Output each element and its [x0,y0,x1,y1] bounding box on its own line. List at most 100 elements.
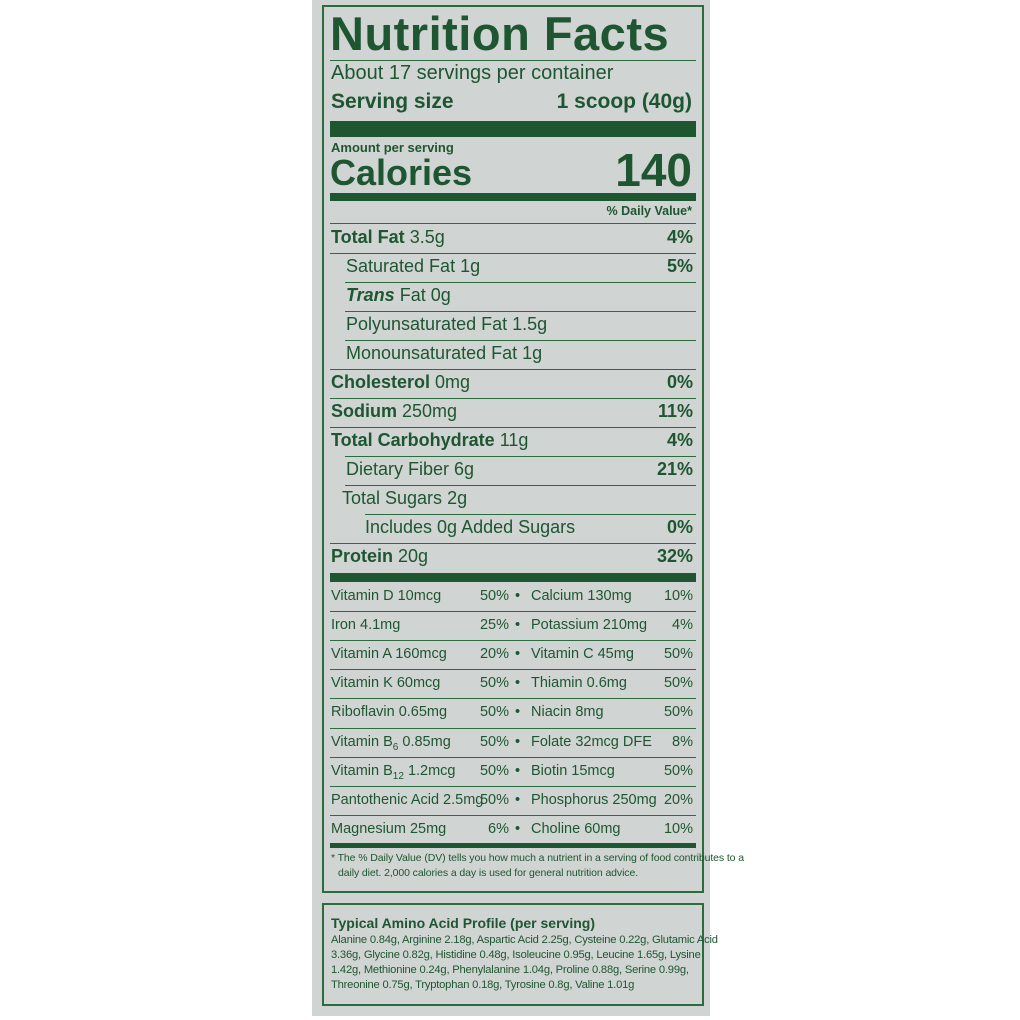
vitamin-left-dv: 50% [479,733,509,750]
nutrient-name: Total Fat [331,227,405,247]
nutrient-amount: 20g [398,546,429,566]
calories-bar [330,193,696,201]
nutrient-name: Total Sugars [342,488,443,508]
vitamin-row: Vitamin B6 0.85mg 50% • Folate 32mcg DFE 8% [331,728,695,757]
amino-profile-border [322,903,704,1006]
calories-value: 140 [615,144,692,196]
nutrient-dv: 11% [657,401,693,421]
row-rule [330,253,696,254]
amino-title: Typical Amino Acid Profile (per serving) [331,915,595,931]
vitamin-right-name: Thiamin 0.6mg [531,675,627,692]
row-rule [330,369,696,370]
vitamin-row-rule [330,698,696,699]
bullet-separator: • [515,675,521,692]
vitamin-row: Pantothenic Acid 2.5mg 50% • Phosphorus 250… [331,786,695,815]
daily-value-header: % Daily Value* [606,204,692,218]
vitamin-row: Vitamin K 60mcg 50% • Thiamin 0.6mg 50% [331,669,695,698]
vitamin-right-dv: 8% [672,733,693,750]
vitamin-left-dv: 50% [479,588,509,604]
nutrient-row-total-carbohydrate: Total Carbohydrate 11g 4% [331,427,695,456]
vitamin-right-name: Niacin 8mg [531,704,604,721]
nutrient-name: Total Carbohydrate [331,430,495,450]
vitamin-row-rule [330,786,696,787]
vitamin-row: Iron 4.1mg 25% • Potassium 210mg 4% [331,611,695,640]
dv-rule [330,223,696,224]
vitamin-right-name: Vitamin C 45mg [531,646,634,663]
vitamin-left-dv: 50% [479,704,509,721]
vitamin-left-dv: 50% [479,762,509,779]
nutrient-row-cholesterol: Cholesterol 0mg 0% [331,369,695,398]
nutrient-amount: 6g [454,459,475,479]
nutrient-row-monounsaturated-fat: Monounsaturated Fat 1g [331,340,695,369]
footnote-line-1: * The % Daily Value (DV) tells you how m… [331,852,744,864]
vitamin-left-dv: 20% [479,646,509,663]
nutrient-amount: 250mg [402,401,458,421]
vitamin-left-dv: 50% [479,791,509,808]
vitamin-right-dv: 50% [663,646,693,663]
amino-line: 1.42g, Methionine 0.24g, Phenylalanine 1… [331,964,689,976]
vitamin-left-dv: 50% [479,675,509,692]
vitamin-row: Magnesium 25mg 6% • Choline 60mg 10% [331,815,695,844]
vitamin-row-rule [330,611,696,612]
vitamin-right-dv: 10% [663,588,693,604]
nutrient-name: Dietary Fiber [346,459,450,479]
vitamin-row-rule [330,728,696,729]
vitamin-left-name: Vitamin A 160mcg [331,646,447,663]
nutrient-dv: 32% [656,546,693,566]
vitamin-row: Riboflavin 0.65mg 50% • Niacin 8mg 50% [331,698,695,727]
bullet-separator: • [515,704,521,721]
vitamin-left-name: Iron 4.1mg [331,617,401,634]
vitamin-row: Vitamin D 10mcg 50% • Calcium 130mg 10% [331,582,695,611]
nutrient-amount: 1.5g [512,314,548,334]
vitamin-right-name: Potassium 210mg [531,617,648,634]
nutrient-row-polyunsaturated-fat: Polyunsaturated Fat 1.5g [331,311,695,340]
nutrient-row-added-sugars: Includes 0g Added Sugars 0% [331,514,695,543]
nutrient-dv: 5% [666,256,693,276]
row-rule [345,456,696,457]
row-rule [365,514,696,515]
vitamin-right-dv: 50% [663,704,693,721]
nutrient-dv: 4% [666,430,693,450]
nutrient-row-total-fat: Total Fat 3.5g 4% [331,224,695,253]
footnote-line-2: daily diet. 2,000 calories a day is used… [338,867,639,879]
nutrient-amount: 1g [460,256,481,276]
vitamin-right-name: Choline 60mg [531,820,621,837]
vitamin-right-name: Phosphorus 250mg [531,791,657,808]
row-rule [330,427,696,428]
bullet-separator: • [515,733,521,750]
vitamin-left-dv: 25% [479,617,509,634]
nutrient-dv: 0% [666,372,693,392]
vitamin-row-rule [330,640,696,641]
thick-bar-vitamins [330,573,696,582]
nutrient-dv: 0% [666,517,693,537]
vitamin-row-rule [330,669,696,670]
vitamin-left-name: Vitamin B12 1.2mcg [331,762,456,782]
vitamin-right-name: Folate 32mcg DFE [531,733,652,750]
vitamin-left-name: Riboflavin 0.65mg [331,704,448,721]
bullet-separator: • [515,791,521,808]
nutrient-dv: 21% [656,459,693,479]
nutrient-name: Protein [331,546,394,566]
row-rule [345,340,696,341]
nutrient-row-protein: Protein 20g 32% [331,543,695,572]
vitamin-left-name: Vitamin K 60mcg [331,675,441,692]
vitamin-left-name: Pantothenic Acid 2.5mg [331,791,484,808]
medium-bar-footnote [330,843,696,848]
nutrient-row-dietary-fiber: Dietary Fiber 6g 21% [331,456,695,485]
vitamin-row-rule [330,757,696,758]
row-rule [345,485,696,486]
row-rule [330,398,696,399]
vitamin-left-name: Vitamin D 10mcg [331,588,442,604]
nutrient-amount: Fat 0g [399,285,451,305]
amount-per-serving: Amount per serving [331,140,454,155]
nutrient-amount: 3.5g [409,227,445,247]
bullet-separator: • [515,588,521,604]
vitamin-row-rule [330,815,696,816]
nutrient-name: Sodium [331,401,397,421]
nutrition-facts-border [322,5,704,893]
vitamin-row: Vitamin B12 1.2mcg 50% • Biotin 15mcg 50% [331,757,695,786]
nutrient-row-total-sugars: Total Sugars 2g [331,485,695,514]
vitamin-right-name: Calcium 130mg [531,588,632,604]
bullet-separator: • [515,820,521,837]
row-rule [330,543,696,544]
